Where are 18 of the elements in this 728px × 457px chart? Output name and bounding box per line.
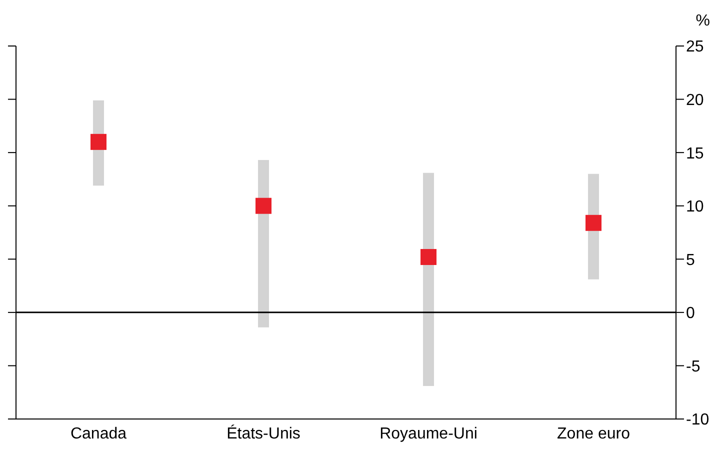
point [256, 198, 272, 214]
x-tick-label: États-Unis [226, 424, 300, 442]
y-tick-label: 10 [686, 198, 704, 216]
y-tick-label: -10 [686, 412, 710, 429]
point [90, 134, 106, 150]
x-tick-label: Canada [70, 425, 127, 442]
y-axis-title: % [696, 12, 710, 30]
point [420, 249, 436, 266]
y-tick-label: 0 [686, 305, 695, 322]
bar [423, 172, 434, 386]
point [586, 214, 602, 231]
y-tick-label: 25 [686, 38, 704, 56]
x-tick-label: Zone euro [557, 425, 630, 442]
x-tick-label: Royaume-Uni [380, 425, 478, 442]
y-tick-label: 20 [686, 92, 704, 109]
y-tick-label: -5 [686, 358, 700, 376]
y-tick-label: 5 [686, 252, 695, 269]
y-tick-label: 15 [686, 145, 704, 162]
